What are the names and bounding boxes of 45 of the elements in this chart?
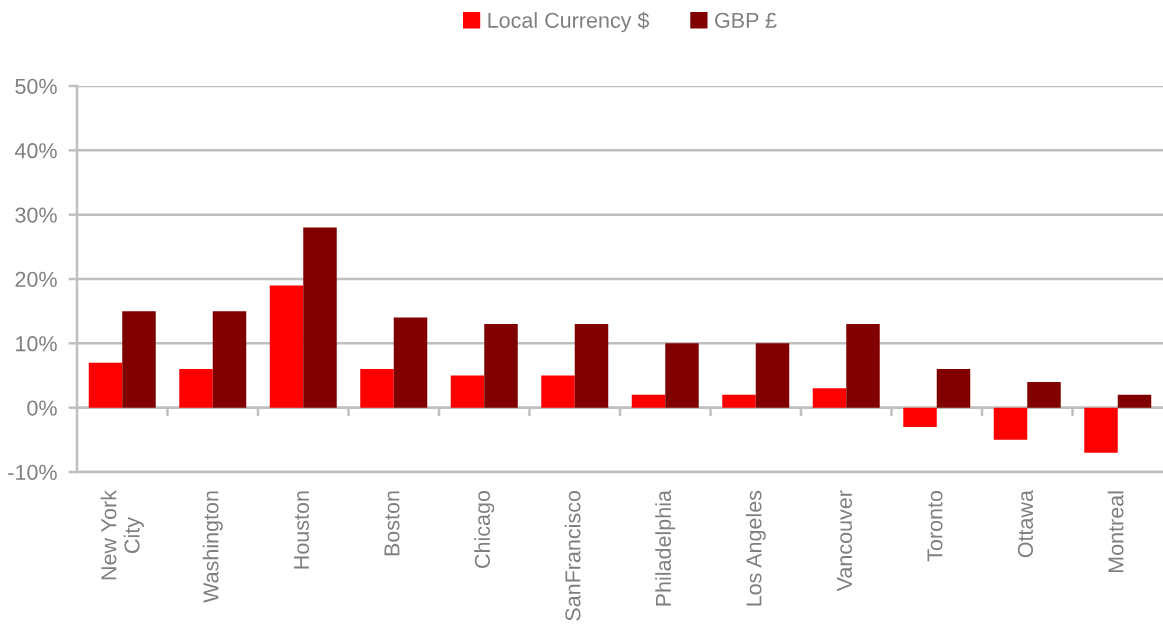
bar (722, 394, 756, 408)
bar (393, 317, 428, 408)
y-tick-label: 50% (15, 78, 57, 95)
x-tick-label: Boston (384, 491, 400, 556)
legend-label: GBP £ (715, 12, 777, 28)
bar (903, 407, 937, 427)
bar (665, 343, 699, 408)
bar (1084, 407, 1118, 453)
bar (360, 369, 394, 408)
bar (812, 388, 847, 408)
bar (122, 311, 156, 408)
bar (993, 407, 1028, 440)
y-tick-label: 10% (16, 336, 57, 352)
bar (179, 369, 213, 408)
legend-label: Local Currency $ (488, 11, 650, 33)
bar (631, 394, 666, 408)
bar (541, 375, 575, 408)
bar (484, 324, 518, 408)
x-tick-label: Los Angeles (745, 490, 766, 606)
y-tick-label: 40% (14, 143, 57, 159)
x-tick-label: Montreal (1107, 491, 1124, 573)
x-tick-label: Chicago (474, 490, 495, 568)
y-tick-label: 0% (27, 400, 57, 416)
bar (212, 311, 247, 408)
x-tick-label: Houston (294, 491, 310, 569)
y-tick-label: -10% (8, 464, 57, 481)
bar (1027, 381, 1061, 408)
bar (574, 324, 609, 408)
x-tick-label: SanFrancisco (564, 490, 581, 621)
bar (269, 285, 304, 408)
bar (755, 343, 790, 408)
x-tick-label: Ottawa (1017, 490, 1034, 558)
bar (450, 375, 485, 408)
x-tick-label: Philadelphia (655, 490, 676, 606)
bar (303, 227, 337, 408)
bar (936, 369, 971, 408)
y-tick-label: 20% (15, 271, 57, 288)
x-tick-label: Toronto (927, 490, 943, 562)
x-tick-label: Vancouver (837, 490, 853, 592)
y-tick-label: 30% (15, 207, 57, 223)
bar (88, 362, 123, 408)
x-tick-label: New York City (100, 490, 144, 580)
x-tick-label: Washington (202, 491, 223, 603)
bar (846, 324, 880, 408)
bar (1117, 394, 1152, 408)
